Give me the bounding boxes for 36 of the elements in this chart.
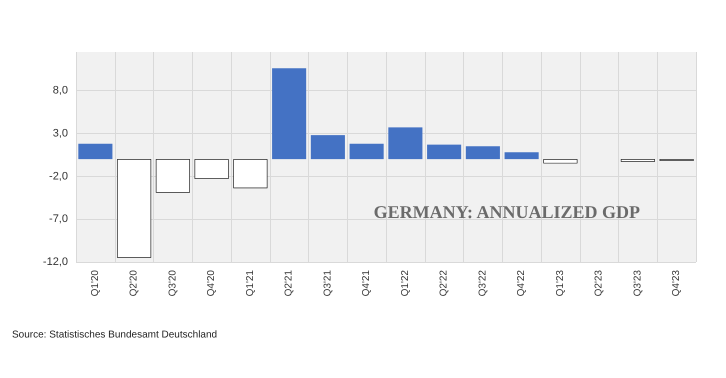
x-tick-label: Q3'21	[322, 270, 334, 296]
bar	[194, 159, 229, 179]
bar	[466, 146, 500, 160]
bar	[156, 159, 190, 193]
bar	[504, 152, 539, 160]
x-tick-label: Q1'21	[244, 270, 256, 296]
x-tick-label: Q3'22	[477, 270, 488, 296]
y-tick-label: 8,0	[52, 84, 68, 97]
y-tick-label: -2,0	[49, 170, 68, 182]
x-tick-label: Q2'22	[438, 270, 450, 296]
y-tick-label: 3,0	[52, 127, 68, 140]
bar	[427, 144, 462, 160]
source-note: Source: Statistisches Bundesamt Deutschland	[12, 330, 218, 340]
x-tick-label: Q4'22	[516, 270, 528, 296]
bar	[78, 144, 112, 160]
x-tick-label: Q1'20	[90, 270, 101, 296]
bar	[233, 159, 268, 188]
x-tick-label: Q3'23	[632, 270, 644, 296]
bar	[117, 159, 152, 258]
y-tick-label: -7,0	[49, 213, 68, 226]
x-tick-label: Q4'23	[671, 270, 682, 296]
text: GERMANY: ANNUALIZED GDP	[374, 202, 640, 222]
x-tick-label: Q2'21	[284, 270, 295, 296]
bar	[272, 68, 306, 160]
x-tick-label: Q4'20	[206, 270, 218, 296]
x-tick-label: Q1'23	[554, 270, 566, 296]
bar	[388, 127, 422, 160]
bar	[310, 135, 345, 160]
bar	[350, 144, 384, 160]
x-tick-label: Q2'23	[594, 270, 605, 296]
bar	[543, 159, 578, 164]
x-tick-label: Q4'21	[361, 270, 372, 296]
y-tick-label: -12,0	[42, 256, 68, 268]
x-tick-label: Q1'22	[400, 270, 411, 296]
x-tick-label: Q3'20	[167, 270, 178, 296]
x-tick-label: Q2'20	[128, 270, 140, 296]
